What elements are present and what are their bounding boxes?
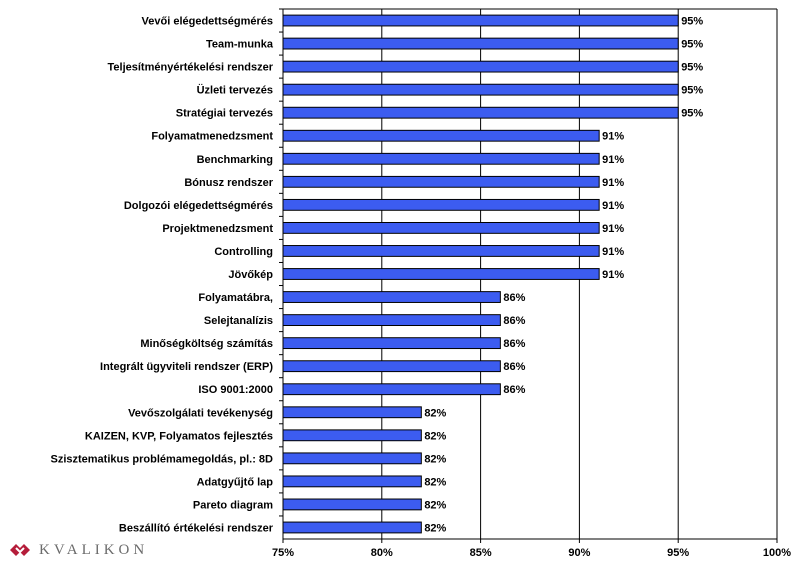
data-label: 91% — [602, 154, 624, 166]
data-label: 86% — [503, 361, 525, 373]
kvalikon-s-logo-icon — [10, 544, 30, 556]
bar — [282, 14, 679, 27]
data-label: 91% — [602, 177, 624, 189]
bar — [282, 152, 600, 165]
kvalikon-logo: KVALIKON — [8, 539, 148, 561]
data-label: 95% — [681, 108, 703, 120]
category-label: Folyamatmenedzsment — [151, 131, 273, 143]
x-tick-label: 90% — [568, 547, 590, 559]
bar — [282, 452, 422, 465]
data-label: 86% — [503, 384, 525, 396]
category-label: Minőségköltség számítás — [140, 338, 273, 350]
x-tick-label: 100% — [763, 547, 791, 559]
bar — [282, 360, 501, 373]
value-labels: 95% 95% 95% 95% 95% 91% 91% 91% 91% 91% 91% 91% 86% 8… — [424, 16, 703, 535]
bar — [282, 106, 679, 119]
category-label: Folyamatábra, — [198, 292, 273, 304]
bar — [282, 83, 679, 96]
bar — [282, 37, 679, 50]
x-tick-label: 85% — [470, 547, 492, 559]
category-labels: Vevői elégedettségmérés Team-munka Teljesí… — [50, 16, 273, 535]
category-label: Selejtanalízis — [204, 315, 273, 327]
category-label: Team-munka — [206, 39, 274, 51]
category-label: Stratégiai tervezés — [176, 108, 273, 120]
data-label: 95% — [681, 16, 703, 28]
bar — [282, 383, 501, 396]
data-label: 82% — [424, 522, 446, 534]
bar — [282, 198, 600, 211]
category-label: Beszállító értékelési rendszer — [119, 522, 274, 534]
category-label: Teljesítményértékelési rendszer — [108, 62, 274, 74]
bars-group — [282, 14, 679, 534]
category-label: Vevői elégedettségmérés — [142, 16, 273, 28]
bar — [282, 129, 600, 142]
logo-text: KVALIKON — [39, 541, 149, 558]
data-label: 91% — [602, 223, 624, 235]
data-label: 91% — [602, 246, 624, 258]
x-tick-label: 75% — [272, 547, 294, 559]
bar — [282, 175, 600, 188]
bar — [282, 429, 422, 442]
category-label: Szisztematikus problémamegoldás, pl.: 8D — [50, 453, 273, 465]
category-label: Integrált ügyviteli rendszer (ERP) — [100, 361, 273, 373]
bar — [282, 60, 679, 73]
category-label: Controlling — [214, 246, 273, 258]
bar — [282, 291, 501, 303]
data-label: 86% — [503, 338, 525, 350]
bar — [282, 245, 600, 257]
data-label: 82% — [424, 430, 446, 442]
bar — [282, 268, 600, 280]
bar — [282, 314, 501, 327]
category-label: Dolgozói elégedettségmérés — [124, 200, 273, 212]
data-label: 95% — [681, 85, 703, 97]
data-label: 86% — [503, 292, 525, 304]
data-label: 86% — [503, 315, 525, 327]
category-label: Vevőszolgálati tevékenység — [128, 407, 273, 419]
category-label: Jövőkép — [228, 269, 273, 281]
bar — [282, 475, 422, 488]
category-label: Pareto diagram — [193, 499, 273, 511]
bar — [282, 221, 600, 234]
data-label: 82% — [424, 476, 446, 488]
data-label: 82% — [424, 453, 446, 465]
category-label: ISO 9001:2000 — [198, 384, 273, 396]
data-label: 95% — [681, 62, 703, 74]
data-label: 91% — [602, 131, 624, 143]
bar — [282, 406, 422, 419]
data-label: 91% — [602, 200, 624, 212]
category-label: Adatgyűjtő lap — [197, 476, 274, 488]
category-label: Üzleti tervezés — [197, 84, 273, 97]
data-label: 95% — [681, 39, 703, 51]
bar — [282, 337, 501, 350]
x-tick-label: 95% — [667, 547, 689, 559]
x-tick-labels: 75% 80% 85% 90% 95% 100% — [272, 547, 791, 559]
category-label: Bónusz rendszer — [184, 177, 273, 189]
data-label: 82% — [424, 499, 446, 511]
category-label: Projektmenedzsment — [162, 223, 273, 235]
bar — [282, 521, 422, 534]
bar — [282, 498, 422, 511]
category-label: Benchmarking — [197, 154, 273, 166]
data-label: 91% — [602, 269, 624, 281]
data-label: 82% — [424, 407, 446, 419]
x-tick-label: 80% — [371, 547, 393, 559]
axes — [279, 8, 778, 543]
category-label: KAIZEN, KVP, Folyamatos fejlesztés — [85, 430, 273, 442]
